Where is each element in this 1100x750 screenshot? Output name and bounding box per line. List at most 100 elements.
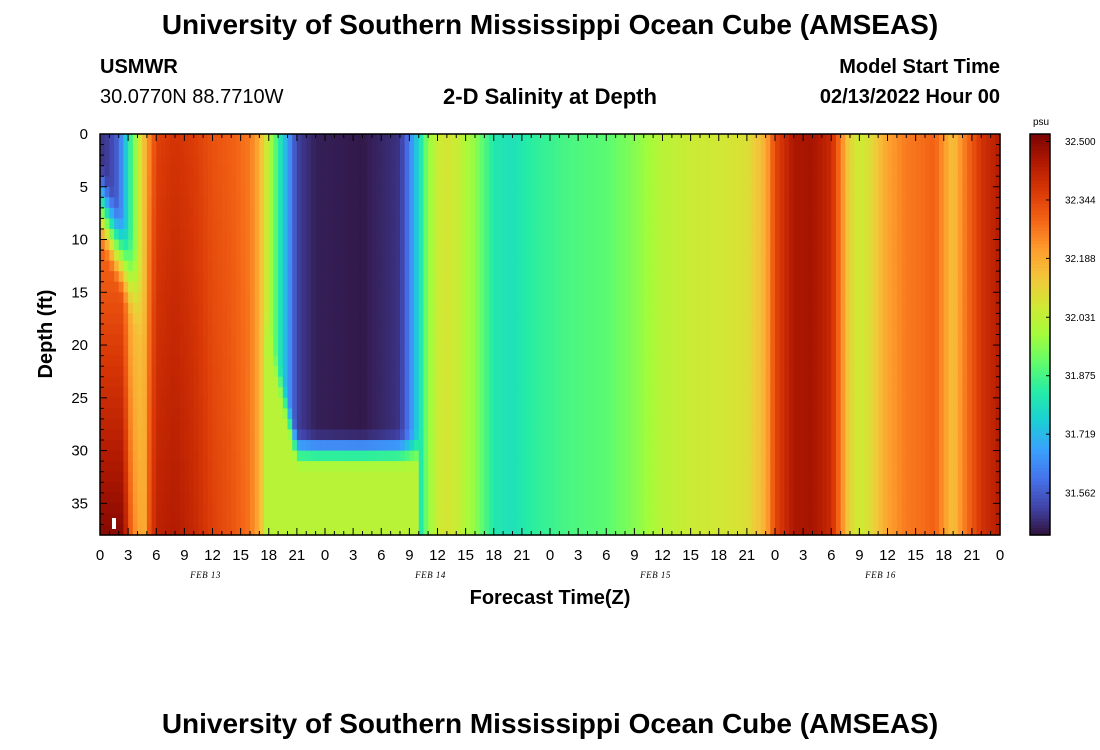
heatmap-cell (193, 250, 200, 262)
heatmap-cell (404, 144, 410, 156)
heatmap-cell (310, 292, 317, 304)
heatmap-cell (343, 503, 350, 515)
heatmap-cell (207, 165, 214, 177)
heatmap-cell (118, 313, 125, 325)
heatmap-cell (362, 376, 368, 388)
heatmap-cell (601, 387, 607, 399)
heatmap-cell (489, 292, 495, 304)
heatmap-cell (334, 355, 340, 367)
heatmap-cell (259, 503, 265, 515)
heatmap-cell (643, 471, 650, 483)
heatmap-cell (409, 366, 415, 378)
heatmap-cell (493, 376, 500, 388)
heatmap-cell (456, 450, 462, 462)
heatmap-cell (634, 250, 640, 262)
heatmap-cell (245, 387, 251, 399)
heatmap-cell (137, 186, 143, 198)
heatmap-cell (568, 471, 575, 483)
heatmap-cell (371, 313, 378, 325)
heatmap-cell (535, 461, 542, 473)
heatmap-cell (273, 503, 279, 515)
heatmap-cell (517, 292, 523, 304)
heatmap-cell (334, 144, 340, 156)
heatmap-cell (625, 513, 631, 526)
heatmap-cell (160, 355, 167, 367)
heatmap-cell (400, 165, 406, 177)
heatmap-cell (273, 281, 279, 293)
heatmap-cell (512, 207, 518, 220)
heatmap-cell (573, 144, 579, 156)
heatmap-cell (160, 250, 167, 262)
heatmap-cell (104, 376, 110, 388)
heatmap-cell (559, 250, 565, 262)
heatmap-cell (179, 239, 185, 251)
heatmap-cell (357, 260, 364, 272)
heatmap-cell (596, 313, 603, 325)
heatmap-cell (334, 165, 340, 177)
heatmap-cell (662, 376, 668, 388)
heatmap-cell (339, 376, 345, 388)
heatmap-cell (446, 165, 453, 177)
heatmap-cell (189, 397, 195, 409)
heatmap-cell (390, 355, 396, 367)
heatmap-cell (526, 513, 532, 526)
heatmap-cell (498, 440, 504, 452)
heatmap-cell (250, 366, 256, 378)
heatmap-cell (517, 144, 523, 156)
heatmap-cell (306, 155, 312, 167)
heatmap-cell (306, 503, 312, 515)
heatmap-cell (142, 408, 148, 420)
heatmap-cell (657, 134, 664, 146)
heatmap-cell (690, 260, 696, 272)
heatmap-cell (709, 281, 715, 293)
heatmap-cell (540, 524, 546, 536)
heatmap-cell (479, 186, 485, 198)
heatmap-cell (596, 461, 603, 473)
heatmap-cell (235, 355, 242, 367)
heatmap-cell (179, 387, 185, 399)
heatmap-cell (568, 292, 575, 304)
heatmap-cell (404, 513, 410, 526)
heatmap-cell (545, 524, 551, 536)
heatmap-cell (339, 461, 345, 473)
heatmap-cell (301, 165, 307, 177)
heatmap-cell (207, 397, 214, 409)
heatmap-cell (526, 228, 532, 241)
heatmap-cell (681, 482, 687, 494)
heatmap-cell (643, 418, 650, 431)
heatmap-cell (573, 313, 579, 325)
heatmap-cell (118, 524, 125, 536)
heatmap-cell (315, 302, 321, 314)
heatmap-cell (100, 292, 106, 304)
heatmap-cell (268, 450, 275, 462)
heatmap-cell (596, 207, 603, 220)
heatmap-cell (207, 334, 214, 346)
heatmap-cell (587, 155, 593, 167)
heatmap-cell (681, 239, 687, 251)
heatmap-cell (273, 155, 279, 167)
heatmap-cell (700, 408, 706, 420)
heatmap-cell (676, 355, 682, 367)
heatmap-cell (207, 218, 214, 230)
heatmap-cell (653, 218, 659, 230)
heatmap-cell (203, 471, 209, 483)
heatmap-cell (493, 271, 500, 283)
heatmap-cell (625, 482, 631, 494)
heatmap-cell (310, 440, 317, 452)
heatmap-cell (639, 165, 645, 177)
heatmap-cell (348, 155, 354, 167)
heatmap-cell (564, 323, 570, 336)
heatmap-cell (146, 176, 153, 188)
heatmap-cell (460, 260, 467, 272)
heatmap-cell (418, 376, 425, 388)
heatmap-cell (535, 334, 542, 346)
heatmap-cell (221, 345, 228, 357)
heatmap-cell (179, 250, 185, 262)
heatmap-cell (709, 144, 715, 156)
heatmap-cell (493, 429, 500, 441)
heatmap-cell (189, 471, 195, 483)
heatmap-cell (151, 176, 157, 188)
heatmap-cell (564, 302, 570, 314)
heatmap-cell (526, 197, 532, 209)
heatmap-cell (278, 165, 284, 177)
